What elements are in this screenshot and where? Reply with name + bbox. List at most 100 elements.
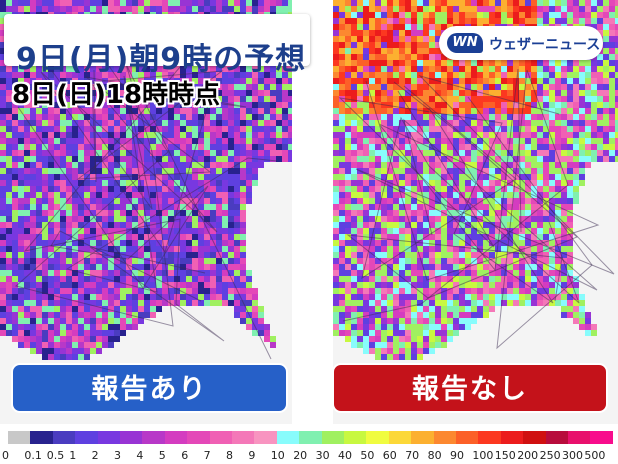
- map-cell: [102, 312, 108, 318]
- map-cell: [585, 126, 591, 132]
- map-cell: [375, 342, 381, 348]
- map-cell: [345, 42, 351, 48]
- map-cell: [162, 102, 168, 108]
- boundary-line: [51, 70, 278, 293]
- map-cell: [198, 72, 204, 78]
- map-cell: [399, 120, 405, 126]
- map-cell: [240, 216, 246, 222]
- map-cell: [72, 90, 78, 96]
- map-cell: [228, 78, 234, 84]
- map-cell: [567, 198, 573, 204]
- map-cell: [537, 18, 543, 24]
- map-cell: [417, 306, 423, 312]
- map-cell: [387, 12, 393, 18]
- map-cell: [399, 270, 405, 276]
- map-cell: [234, 300, 240, 306]
- map-cell: [60, 216, 66, 222]
- map-cell: [144, 78, 150, 84]
- map-cell: [126, 306, 132, 312]
- map-cell: [525, 84, 531, 90]
- map-cell: [393, 18, 399, 24]
- map-cell: [531, 90, 537, 96]
- map-cell: [441, 252, 447, 258]
- map-cell: [351, 156, 357, 162]
- map-cell: [351, 120, 357, 126]
- map-cell: [537, 162, 543, 168]
- map-cell: [240, 294, 246, 300]
- map-cell: [429, 54, 435, 60]
- map-cell: [210, 6, 216, 12]
- map-cell: [381, 36, 387, 42]
- map-cell: [108, 180, 114, 186]
- map-cell: [525, 90, 531, 96]
- map-cell: [543, 210, 549, 216]
- map-cell: [351, 174, 357, 180]
- map-cell: [429, 36, 435, 42]
- map-cell: [222, 114, 228, 120]
- map-cell: [18, 252, 24, 258]
- map-cell: [489, 162, 495, 168]
- map-cell: [120, 330, 126, 336]
- map-cell: [78, 84, 84, 90]
- map-cell: [435, 72, 441, 78]
- map-cell: [459, 96, 465, 102]
- map-cell: [240, 204, 246, 210]
- map-cell: [447, 240, 453, 246]
- map-cell: [465, 96, 471, 102]
- map-cell: [519, 18, 525, 24]
- map-cell: [36, 324, 42, 330]
- map-cell: [222, 180, 228, 186]
- map-cell: [423, 324, 429, 330]
- map-cell: [6, 234, 12, 240]
- map-cell: [120, 162, 126, 168]
- map-cell: [363, 228, 369, 234]
- map-cell: [12, 96, 18, 102]
- map-cell: [603, 18, 609, 24]
- map-cell: [357, 48, 363, 54]
- map-cell: [78, 150, 84, 156]
- map-cell: [180, 90, 186, 96]
- map-cell: [240, 240, 246, 246]
- map-cell: [357, 132, 363, 138]
- map-cell: [198, 204, 204, 210]
- map-cell: [465, 150, 471, 156]
- map-cell: [423, 102, 429, 108]
- map-cell: [174, 168, 180, 174]
- map-cell: [393, 204, 399, 210]
- map-cell: [24, 96, 30, 102]
- map-cell: [150, 84, 156, 90]
- map-cell: [435, 258, 441, 264]
- map-cell: [252, 138, 258, 144]
- map-cell: [204, 132, 210, 138]
- map-cell: [168, 138, 174, 144]
- map-cell: [12, 282, 18, 288]
- map-cell: [393, 0, 399, 6]
- map-cell: [405, 102, 411, 108]
- map-cell: [429, 84, 435, 90]
- map-cell: [180, 294, 186, 300]
- map-cell: [144, 210, 150, 216]
- map-cell: [240, 114, 246, 120]
- map-cell: [447, 6, 453, 12]
- map-cell: [555, 78, 561, 84]
- map-cell: [36, 174, 42, 180]
- map-cell: [210, 156, 216, 162]
- map-cell: [150, 102, 156, 108]
- map-cell: [228, 66, 234, 72]
- map-cell: [333, 168, 339, 174]
- map-cell: [483, 228, 489, 234]
- boundary-line: [23, 66, 225, 342]
- map-cell: [435, 126, 441, 132]
- map-cell: [60, 126, 66, 132]
- map-cell: [144, 228, 150, 234]
- map-cell: [252, 78, 258, 84]
- map-cell: [90, 342, 96, 348]
- map-cell: [501, 288, 507, 294]
- map-cell: [495, 264, 501, 270]
- map-cell: [192, 180, 198, 186]
- map-cell: [501, 66, 507, 72]
- map-cell: [591, 66, 597, 72]
- map-cell: [144, 138, 150, 144]
- map-cell: [54, 192, 60, 198]
- map-cell: [42, 306, 48, 312]
